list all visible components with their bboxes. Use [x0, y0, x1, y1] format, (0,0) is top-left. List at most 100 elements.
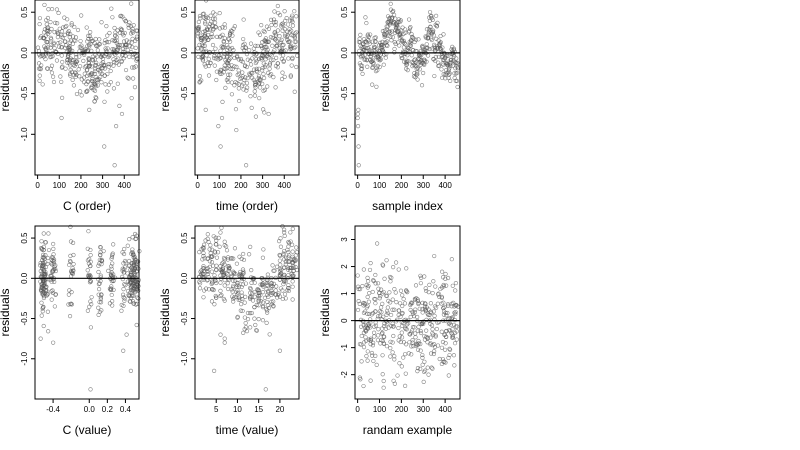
- data-point: [290, 273, 295, 278]
- data-point: [222, 283, 227, 288]
- data-point: [253, 114, 259, 119]
- x-tick-label: 0.0: [84, 405, 96, 414]
- data-point: [362, 302, 367, 307]
- data-point: [206, 37, 211, 42]
- data-point: [368, 325, 373, 330]
- data-point: [407, 49, 412, 55]
- data-point: [283, 262, 288, 267]
- data-point: [214, 267, 219, 272]
- y-tick-label: -0.5: [180, 86, 189, 100]
- data-point: [65, 53, 71, 58]
- data-point: [262, 29, 267, 35]
- data-point: [95, 48, 100, 53]
- data-point: [235, 55, 240, 60]
- data-point: [282, 227, 287, 232]
- data-point: [122, 298, 127, 303]
- data-point: [117, 30, 123, 35]
- data-point: [289, 265, 294, 271]
- data-point: [363, 335, 368, 340]
- data-point: [452, 330, 458, 335]
- x-tick-label: -0.4: [46, 405, 60, 414]
- data-point: [406, 17, 412, 22]
- data-point: [121, 287, 126, 292]
- data-point: [248, 62, 254, 67]
- data-point: [209, 299, 215, 304]
- data-point: [375, 281, 381, 286]
- y-tick-label: 0.5: [180, 6, 189, 18]
- data-point: [434, 23, 439, 28]
- data-point: [119, 27, 124, 32]
- data-point: [423, 368, 428, 373]
- data-point: [274, 38, 279, 43]
- data-point: [263, 36, 268, 41]
- data-point: [421, 319, 426, 324]
- data-point: [44, 39, 49, 45]
- data-point: [257, 81, 262, 86]
- data-point: [120, 292, 126, 297]
- data-point: [106, 62, 111, 67]
- data-point: [279, 22, 284, 27]
- data-point: [288, 230, 293, 235]
- data-point: [264, 40, 269, 45]
- data-point: [129, 1, 134, 6]
- data-point: [110, 303, 115, 308]
- data-point: [99, 20, 104, 25]
- data-point: [128, 299, 133, 304]
- data-point: [287, 30, 292, 35]
- data-point: [406, 59, 411, 64]
- data-point: [439, 361, 444, 367]
- data-point: [133, 285, 138, 290]
- data-point: [67, 61, 72, 66]
- plot-frame: [354, 225, 461, 400]
- data-point: [455, 60, 460, 65]
- x-axis-label: time (order): [216, 199, 278, 213]
- data-point: [282, 272, 287, 277]
- data-point: [236, 71, 241, 76]
- y-tick-label: 0: [340, 318, 349, 323]
- data-point: [51, 40, 56, 46]
- data-point: [425, 336, 430, 341]
- data-point: [117, 45, 122, 50]
- data-point: [366, 34, 371, 40]
- data-point: [400, 39, 405, 44]
- data-point: [69, 21, 74, 26]
- data-point: [258, 85, 263, 90]
- data-point: [408, 43, 413, 48]
- data-point: [102, 99, 107, 104]
- data-point: [283, 296, 288, 301]
- data-point: [415, 70, 420, 75]
- data-point: [235, 282, 240, 288]
- data-point: [371, 278, 376, 284]
- data-point: [292, 9, 297, 14]
- data-point: [40, 266, 45, 271]
- data-point: [267, 66, 272, 71]
- data-point: [52, 304, 57, 309]
- y-tick-label: 0.5: [20, 6, 29, 18]
- data-point: [356, 144, 361, 149]
- data-point: [424, 328, 429, 333]
- data-point: [450, 283, 455, 288]
- data-point: [288, 74, 293, 79]
- data-point: [202, 43, 207, 49]
- data-point: [360, 284, 365, 289]
- data-point: [64, 23, 69, 29]
- data-point: [384, 51, 389, 57]
- data-point: [207, 247, 212, 252]
- data-point: [43, 277, 48, 282]
- data-point: [446, 321, 451, 327]
- data-point: [290, 256, 295, 261]
- data-point: [129, 50, 134, 55]
- data-point: [395, 373, 400, 378]
- data-point: [126, 22, 131, 28]
- panel-p6: 0 100 200 300 400 3 2 1 0 -1 -2 randam example resid…: [318, 225, 461, 437]
- data-point: [260, 68, 265, 73]
- data-point: [252, 294, 257, 299]
- x-tick-label: 0: [355, 181, 360, 190]
- data-point: [422, 59, 428, 64]
- data-point: [280, 288, 285, 293]
- data-point: [260, 289, 266, 295]
- data-point: [214, 69, 219, 74]
- data-point: [261, 71, 266, 77]
- x-tick-label: 300: [417, 405, 431, 414]
- data-point: [68, 224, 73, 229]
